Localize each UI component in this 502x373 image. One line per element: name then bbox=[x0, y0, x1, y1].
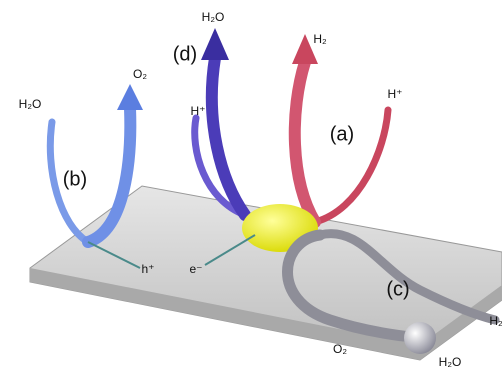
label: e⁻ bbox=[189, 262, 202, 276]
label: H₂O bbox=[19, 97, 42, 111]
label: O₂ bbox=[333, 342, 347, 356]
diagram: H₂O (d) H₂ H⁺ H⁺ (a) O₂ H₂O (b) h⁺ e⁻ (c… bbox=[0, 0, 502, 373]
label: H₂O bbox=[439, 355, 462, 369]
label: H⁺ bbox=[191, 104, 206, 118]
label: (c) bbox=[386, 278, 409, 300]
label: H₂O bbox=[202, 10, 225, 24]
arrow-a bbox=[295, 62, 315, 222]
arrowhead-b bbox=[117, 84, 143, 110]
label: (a) bbox=[330, 123, 354, 145]
label: O₂ bbox=[133, 67, 147, 81]
arrowhead-d bbox=[201, 28, 229, 60]
label: (d) bbox=[173, 43, 197, 65]
label: (b) bbox=[63, 168, 87, 190]
label: H₂ bbox=[313, 32, 327, 46]
cone-tip bbox=[404, 322, 436, 354]
label: H⁺ bbox=[388, 87, 403, 101]
label: H₂ bbox=[489, 314, 502, 328]
label: h⁺ bbox=[141, 262, 154, 276]
